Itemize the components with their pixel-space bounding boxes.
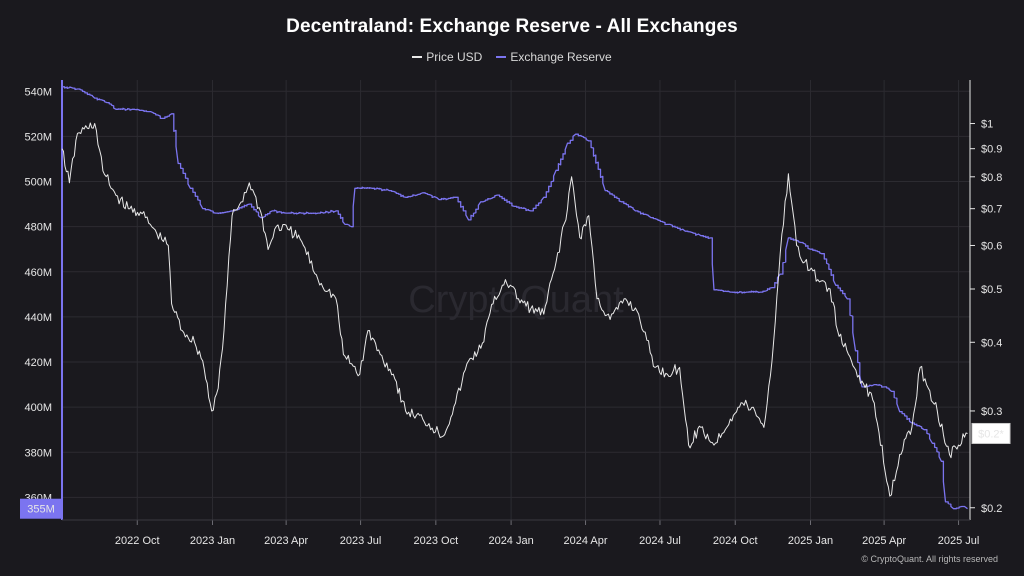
axes xyxy=(61,80,975,525)
axis-labels: 360M380M400M420M440M460M480M500M520M540M… xyxy=(20,86,1011,547)
y-left-tick-label: 520M xyxy=(24,131,52,143)
reserve-line-swatch-icon xyxy=(496,56,507,58)
x-tick-label: 2025 Jan xyxy=(788,535,833,547)
x-tick-label: 2024 Apr xyxy=(564,535,608,547)
series-lines xyxy=(61,86,968,510)
price-usd-line xyxy=(61,122,968,497)
legend-item-price[interactable]: Price USD xyxy=(412,50,482,64)
x-tick-label: 2025 Apr xyxy=(862,535,906,547)
legend-item-reserve[interactable]: Exchange Reserve xyxy=(496,50,612,64)
price-current-value-badge xyxy=(971,422,1011,444)
legend-label-reserve: Exchange Reserve xyxy=(510,50,612,64)
y-right-tick-label: $0.6 xyxy=(981,240,1002,252)
price-current-value-label: $0.2* xyxy=(978,428,1004,440)
y-left-tick-label: 440M xyxy=(24,312,52,324)
x-tick-label: 2024 Oct xyxy=(713,535,758,547)
chart-legend: Price USD Exchange Reserve xyxy=(0,50,1024,64)
y-right-tick-label: $0.3 xyxy=(981,406,1002,418)
reserve-current-value-label: 355M xyxy=(27,504,55,516)
x-tick-label: 2023 Oct xyxy=(414,535,459,547)
y-left-tick-label: 400M xyxy=(24,402,52,414)
legend-label-price: Price USD xyxy=(426,50,483,64)
y-left-tick-label: 460M xyxy=(24,267,52,279)
reserve-current-value-badge xyxy=(20,498,62,519)
y-right-tick-label: $0.4 xyxy=(981,337,1002,349)
y-right-tick-label: $0.9 xyxy=(981,144,1002,156)
x-tick-label: 2023 Apr xyxy=(264,535,308,547)
y-left-tick-label: 540M xyxy=(24,86,52,98)
x-tick-label: 2024 Jul xyxy=(639,535,681,547)
copyright-footer: © CryptoQuant. All rights reserved xyxy=(861,554,998,564)
y-left-tick-label: 500M xyxy=(24,177,52,189)
y-left-tick-label: 480M xyxy=(24,222,52,234)
x-tick-label: 2023 Jul xyxy=(340,535,382,547)
y-right-tick-label: $0.7 xyxy=(981,204,1002,216)
y-left-tick-label: 380M xyxy=(24,447,52,459)
watermark-text: CryptoQuant xyxy=(408,279,624,321)
x-tick-label: 2023 Jan xyxy=(190,535,235,547)
y-right-tick-label: $0.2 xyxy=(981,503,1002,515)
x-tick-label: 2022 Oct xyxy=(115,535,160,547)
grid-lines xyxy=(62,80,970,520)
x-tick-label: 2025 Jul xyxy=(938,535,980,547)
y-right-tick-label: $0.5 xyxy=(981,284,1002,296)
y-left-tick-label: 420M xyxy=(24,357,52,369)
y-right-tick-label: $0.8 xyxy=(981,172,1002,184)
y-right-tick-label: $1 xyxy=(981,119,993,131)
chart-title: Decentraland: Exchange Reserve - All Exc… xyxy=(286,16,738,37)
x-tick-label: 2024 Jan xyxy=(488,535,533,547)
price-line-swatch-icon xyxy=(412,56,423,58)
exchange-reserve-line xyxy=(62,86,968,510)
